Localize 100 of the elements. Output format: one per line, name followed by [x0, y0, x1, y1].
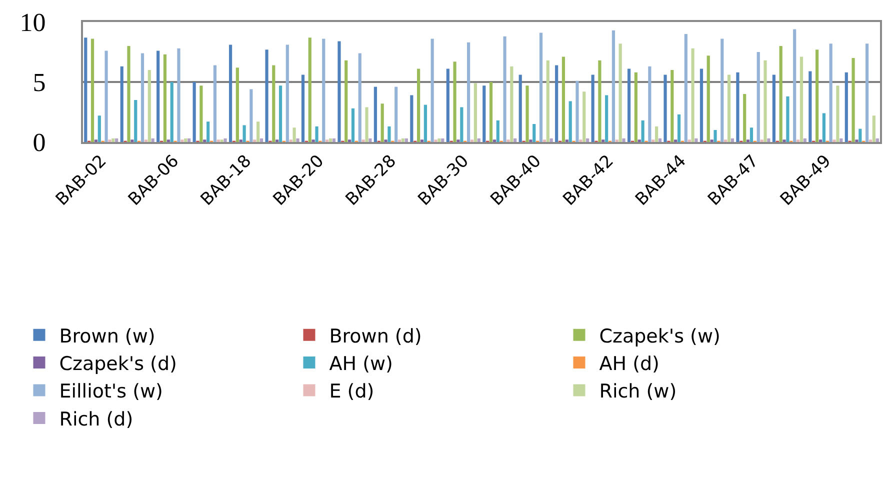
bar [453, 62, 456, 142]
bar [188, 138, 191, 142]
bar [200, 86, 203, 142]
bar [550, 138, 553, 142]
bar [605, 95, 608, 142]
bar [576, 80, 579, 142]
bar [700, 68, 704, 142]
bar [424, 104, 427, 142]
bar [368, 138, 372, 142]
bar [292, 128, 296, 142]
bar [568, 101, 572, 142]
bar [496, 120, 500, 142]
bar [793, 29, 796, 142]
legend-label: Brown (w) [59, 325, 156, 348]
legend-label: Czapek's (w) [599, 325, 720, 348]
y-tick-label: 5 [32, 68, 46, 98]
bar [503, 36, 506, 142]
bar [518, 74, 522, 142]
bar [514, 138, 517, 142]
bar [358, 53, 362, 142]
bar [756, 52, 760, 142]
legend-label: Rich (d) [59, 408, 134, 430]
bar [539, 32, 543, 142]
bar [322, 38, 326, 142]
bar [127, 46, 130, 142]
bar [829, 44, 832, 142]
bar [184, 138, 188, 142]
bar [228, 44, 232, 142]
bar [482, 86, 486, 142]
bar [858, 128, 862, 142]
bar [736, 72, 740, 142]
bar [655, 126, 658, 142]
bar [720, 38, 724, 142]
bar [750, 128, 754, 142]
bar [308, 38, 312, 142]
bar [670, 70, 674, 142]
legend-label: Czapek's (d) [59, 352, 177, 375]
bar [618, 44, 622, 142]
bar [250, 89, 253, 142]
bar [562, 56, 566, 142]
legend-label: E (d) [329, 380, 374, 403]
bar [546, 60, 550, 142]
bar [803, 138, 806, 142]
bar [691, 48, 694, 142]
bar [460, 107, 464, 142]
bar [840, 138, 843, 142]
bar [338, 41, 341, 142]
bar [140, 53, 144, 142]
bar [156, 50, 160, 142]
bar [278, 86, 282, 142]
bar [134, 100, 138, 142]
bar [272, 65, 276, 142]
bar [477, 138, 480, 142]
bar [163, 54, 167, 142]
bar [582, 92, 586, 142]
bar [727, 74, 731, 142]
bar [591, 74, 594, 142]
bar [808, 71, 812, 142]
legend-label: Rich (w) [599, 380, 677, 403]
bar [786, 96, 790, 142]
bar [344, 60, 348, 142]
bar [256, 122, 260, 142]
bar [380, 104, 384, 142]
bar [170, 82, 174, 142]
bar [301, 74, 305, 142]
bar [296, 138, 300, 142]
bar [365, 107, 368, 142]
bar [730, 138, 734, 142]
bar [374, 86, 377, 142]
bar [265, 50, 268, 142]
bar [98, 116, 101, 142]
bar [388, 126, 391, 142]
bar [236, 68, 239, 142]
bar [328, 138, 332, 142]
bar [351, 108, 355, 142]
bar [622, 138, 626, 142]
bar [332, 138, 336, 142]
bar [104, 50, 108, 142]
bar [417, 68, 420, 142]
bar [192, 82, 196, 142]
bar [598, 60, 602, 142]
bar [526, 86, 529, 142]
bar [115, 138, 118, 142]
legend-label: Brown (d) [329, 325, 422, 348]
bar [404, 138, 408, 142]
bar [641, 120, 644, 142]
bar [872, 116, 876, 142]
bar [844, 72, 848, 142]
bar [151, 138, 154, 142]
bar [224, 138, 227, 142]
bar [658, 138, 662, 142]
bar [315, 126, 318, 142]
legend-label: AH (d) [599, 352, 660, 375]
bar [866, 44, 869, 142]
bar [489, 82, 493, 142]
bar [410, 95, 414, 142]
legend-label: AH (w) [329, 352, 393, 375]
bar [401, 138, 405, 142]
bar [242, 125, 246, 142]
bar [394, 86, 398, 142]
